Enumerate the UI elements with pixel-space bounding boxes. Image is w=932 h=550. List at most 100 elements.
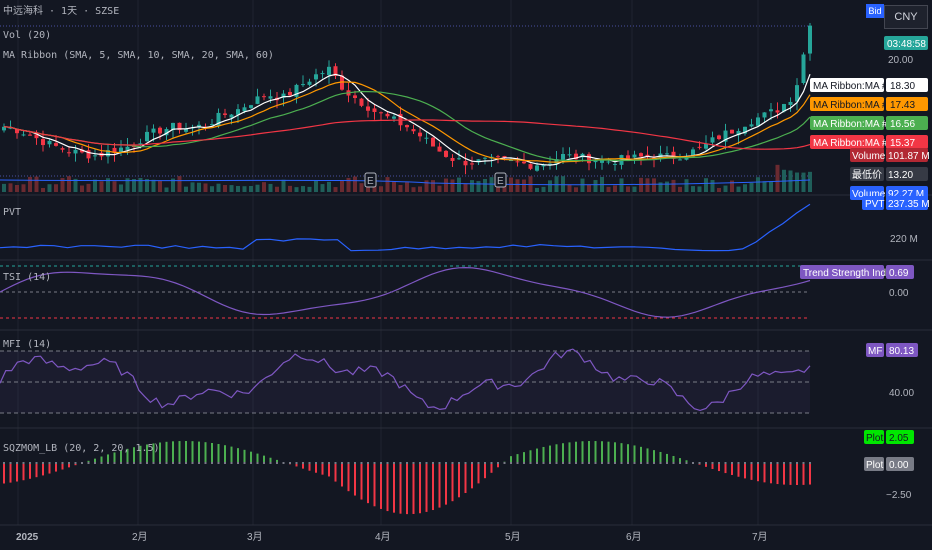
candle-body (138, 143, 143, 145)
candle-body (281, 93, 286, 98)
candle-body (405, 125, 409, 128)
candle-body (762, 112, 767, 118)
candle-body (678, 159, 682, 161)
sqz-tag1-name-bg (864, 430, 884, 444)
time-axis-label: 6月 (626, 531, 642, 543)
candle-body (392, 116, 396, 119)
volume-bar (333, 187, 338, 192)
ribbon-tag-value: 17.43 (890, 100, 915, 111)
tsi-tag-value: 0.69 (889, 268, 909, 279)
candle-body (424, 137, 429, 139)
candle-body (665, 153, 669, 155)
volume-bar (515, 179, 520, 192)
volume-bar (652, 178, 656, 192)
volume-bar (691, 186, 695, 192)
volume-bar (411, 187, 416, 192)
candle-body (294, 84, 299, 97)
volume-bar (158, 180, 162, 192)
candle-body (509, 160, 513, 162)
mfi-tag-value-bg (886, 343, 918, 357)
bid-badge[interactable]: Bid (866, 4, 884, 18)
volume-bar (138, 177, 143, 192)
volume-bar (704, 178, 708, 192)
volume-bar (626, 186, 630, 192)
volume-bar (106, 178, 110, 192)
candle-body (86, 150, 91, 159)
volume-bar (645, 178, 650, 192)
candle-body (723, 130, 728, 142)
volume-tag-value-bg (886, 167, 928, 181)
ma20-line (3, 90, 811, 162)
ribbon-tag-name-bg (810, 97, 884, 111)
candle-body (372, 108, 377, 112)
volume-bar (346, 177, 351, 192)
candle-body (67, 152, 71, 154)
ribbon-tag-name-bg (810, 135, 884, 149)
volume-bar (112, 181, 117, 192)
volume-bar (593, 180, 598, 192)
candle-body (145, 131, 149, 142)
currency-button[interactable]: CNY (884, 5, 928, 29)
volume-bar (301, 186, 305, 192)
volume-bar (151, 179, 156, 192)
candle-body (54, 143, 58, 146)
volume-tag-name-bg (850, 167, 884, 181)
candle-body (801, 54, 806, 83)
candle-body (528, 164, 533, 169)
candle-body (593, 160, 598, 163)
candle-body (411, 129, 416, 132)
volume-bar (398, 185, 403, 192)
candle-body (340, 75, 344, 90)
candle-body (463, 160, 468, 166)
volume-bar (242, 186, 247, 192)
volume-bar (177, 176, 182, 192)
candle-body (307, 81, 312, 85)
ribbon-tag-value-bg (886, 116, 928, 130)
volume-bar (47, 184, 52, 192)
volume-bar (756, 177, 760, 192)
volume-bar (502, 183, 507, 192)
candle-body (782, 104, 786, 112)
time-axis-label: 2025 (16, 532, 39, 543)
volume-bar (392, 181, 396, 192)
candle-body (684, 156, 689, 160)
volume-bar (749, 182, 754, 192)
candle-body (743, 126, 747, 134)
sqz-tag2-name: Plot (866, 460, 883, 471)
candle-body (158, 127, 162, 134)
candle-body (769, 109, 773, 112)
candle-body (8, 127, 13, 129)
candle-body (60, 148, 65, 150)
candle-body (626, 155, 630, 160)
volume-bar (359, 183, 364, 192)
mfi-tag-name-bg (866, 343, 884, 357)
mfi-tag-name: MF (868, 346, 882, 357)
candle-body (470, 163, 474, 165)
volume-bar (606, 186, 611, 192)
volume-tag-value-bg (886, 148, 928, 162)
volume-bar (119, 184, 123, 192)
pvt-tag-value-bg (886, 196, 928, 210)
volume-bar (255, 184, 260, 192)
candle-body (645, 154, 650, 157)
candle-body (379, 112, 383, 114)
volume-bar (522, 179, 526, 192)
candle-body (229, 114, 234, 118)
mfi-line (0, 348, 811, 412)
volume-bar (418, 186, 422, 192)
candle-body (15, 129, 19, 134)
ribbon-tag-name-bg (810, 78, 884, 92)
sqz-tag2-value: 0.00 (889, 460, 909, 471)
sqzmom-label: SQZMOM_LB (20, 2, 20, 1.5) (3, 443, 160, 454)
volume-bar (8, 183, 13, 192)
pvt-axis-tick: 220 M (890, 234, 918, 245)
volume-bar (710, 179, 715, 192)
volume-bar (476, 181, 481, 192)
candle-body (756, 117, 760, 126)
ribbon-tag-value: 18.30 (890, 81, 915, 92)
candle-body (28, 134, 32, 136)
earnings-marker-label: E (497, 176, 504, 187)
tsi-tag-name: Trend Strength Index (803, 268, 897, 279)
